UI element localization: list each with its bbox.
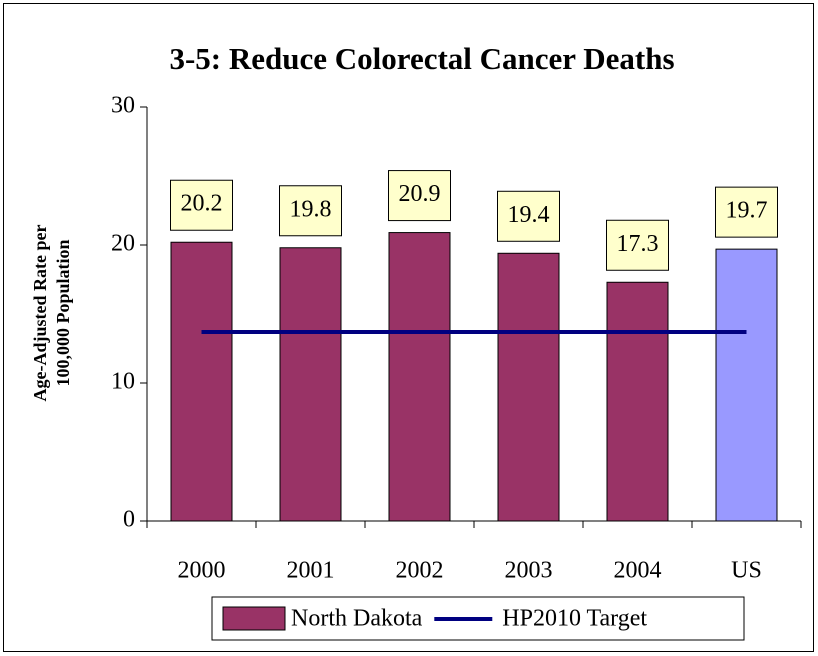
data-label-box [388, 170, 451, 222]
x-tick-label: 2002 [396, 558, 444, 584]
legend-swatch [222, 606, 286, 631]
y-axis-label-line: Age-Adjusted Rate per [30, 225, 50, 402]
bar [715, 248, 778, 522]
y-tick-label: 10 [111, 369, 135, 395]
bar [170, 241, 233, 522]
data-label: 20.9 [399, 181, 441, 207]
y-tick-label: 20 [111, 231, 135, 257]
y-tick-label: 30 [111, 93, 135, 119]
chart-title: 3-5: Reduce Colorectal Cancer Deaths [169, 41, 674, 76]
data-label-box [606, 219, 669, 271]
data-label: 19.7 [726, 198, 768, 224]
y-axis-label-line: 100,000 Population [53, 239, 73, 386]
bar [388, 232, 451, 522]
legend-label: North Dakota [291, 606, 423, 632]
bar [606, 281, 669, 522]
x-tick-label: 2004 [614, 558, 662, 584]
y-tick-label: 0 [123, 507, 135, 533]
x-tick-label: 2000 [178, 558, 226, 584]
data-label-box [170, 179, 233, 231]
x-tick-label: 2003 [505, 558, 553, 584]
data-label-box [279, 185, 342, 237]
data-label: 20.2 [181, 191, 223, 217]
data-label: 19.8 [290, 196, 332, 222]
bar [279, 247, 342, 522]
x-tick-label: US [731, 558, 762, 584]
bar [497, 252, 560, 522]
data-label-box [715, 186, 778, 238]
legend-label: HP2010 Target [502, 606, 647, 632]
data-label-box [497, 190, 560, 242]
data-label: 19.4 [508, 202, 550, 228]
x-tick-label: 2001 [287, 558, 335, 584]
y-axis-label: Age-Adjusted Rate per 100,000 Population [30, 225, 73, 402]
data-label: 17.3 [617, 231, 659, 257]
